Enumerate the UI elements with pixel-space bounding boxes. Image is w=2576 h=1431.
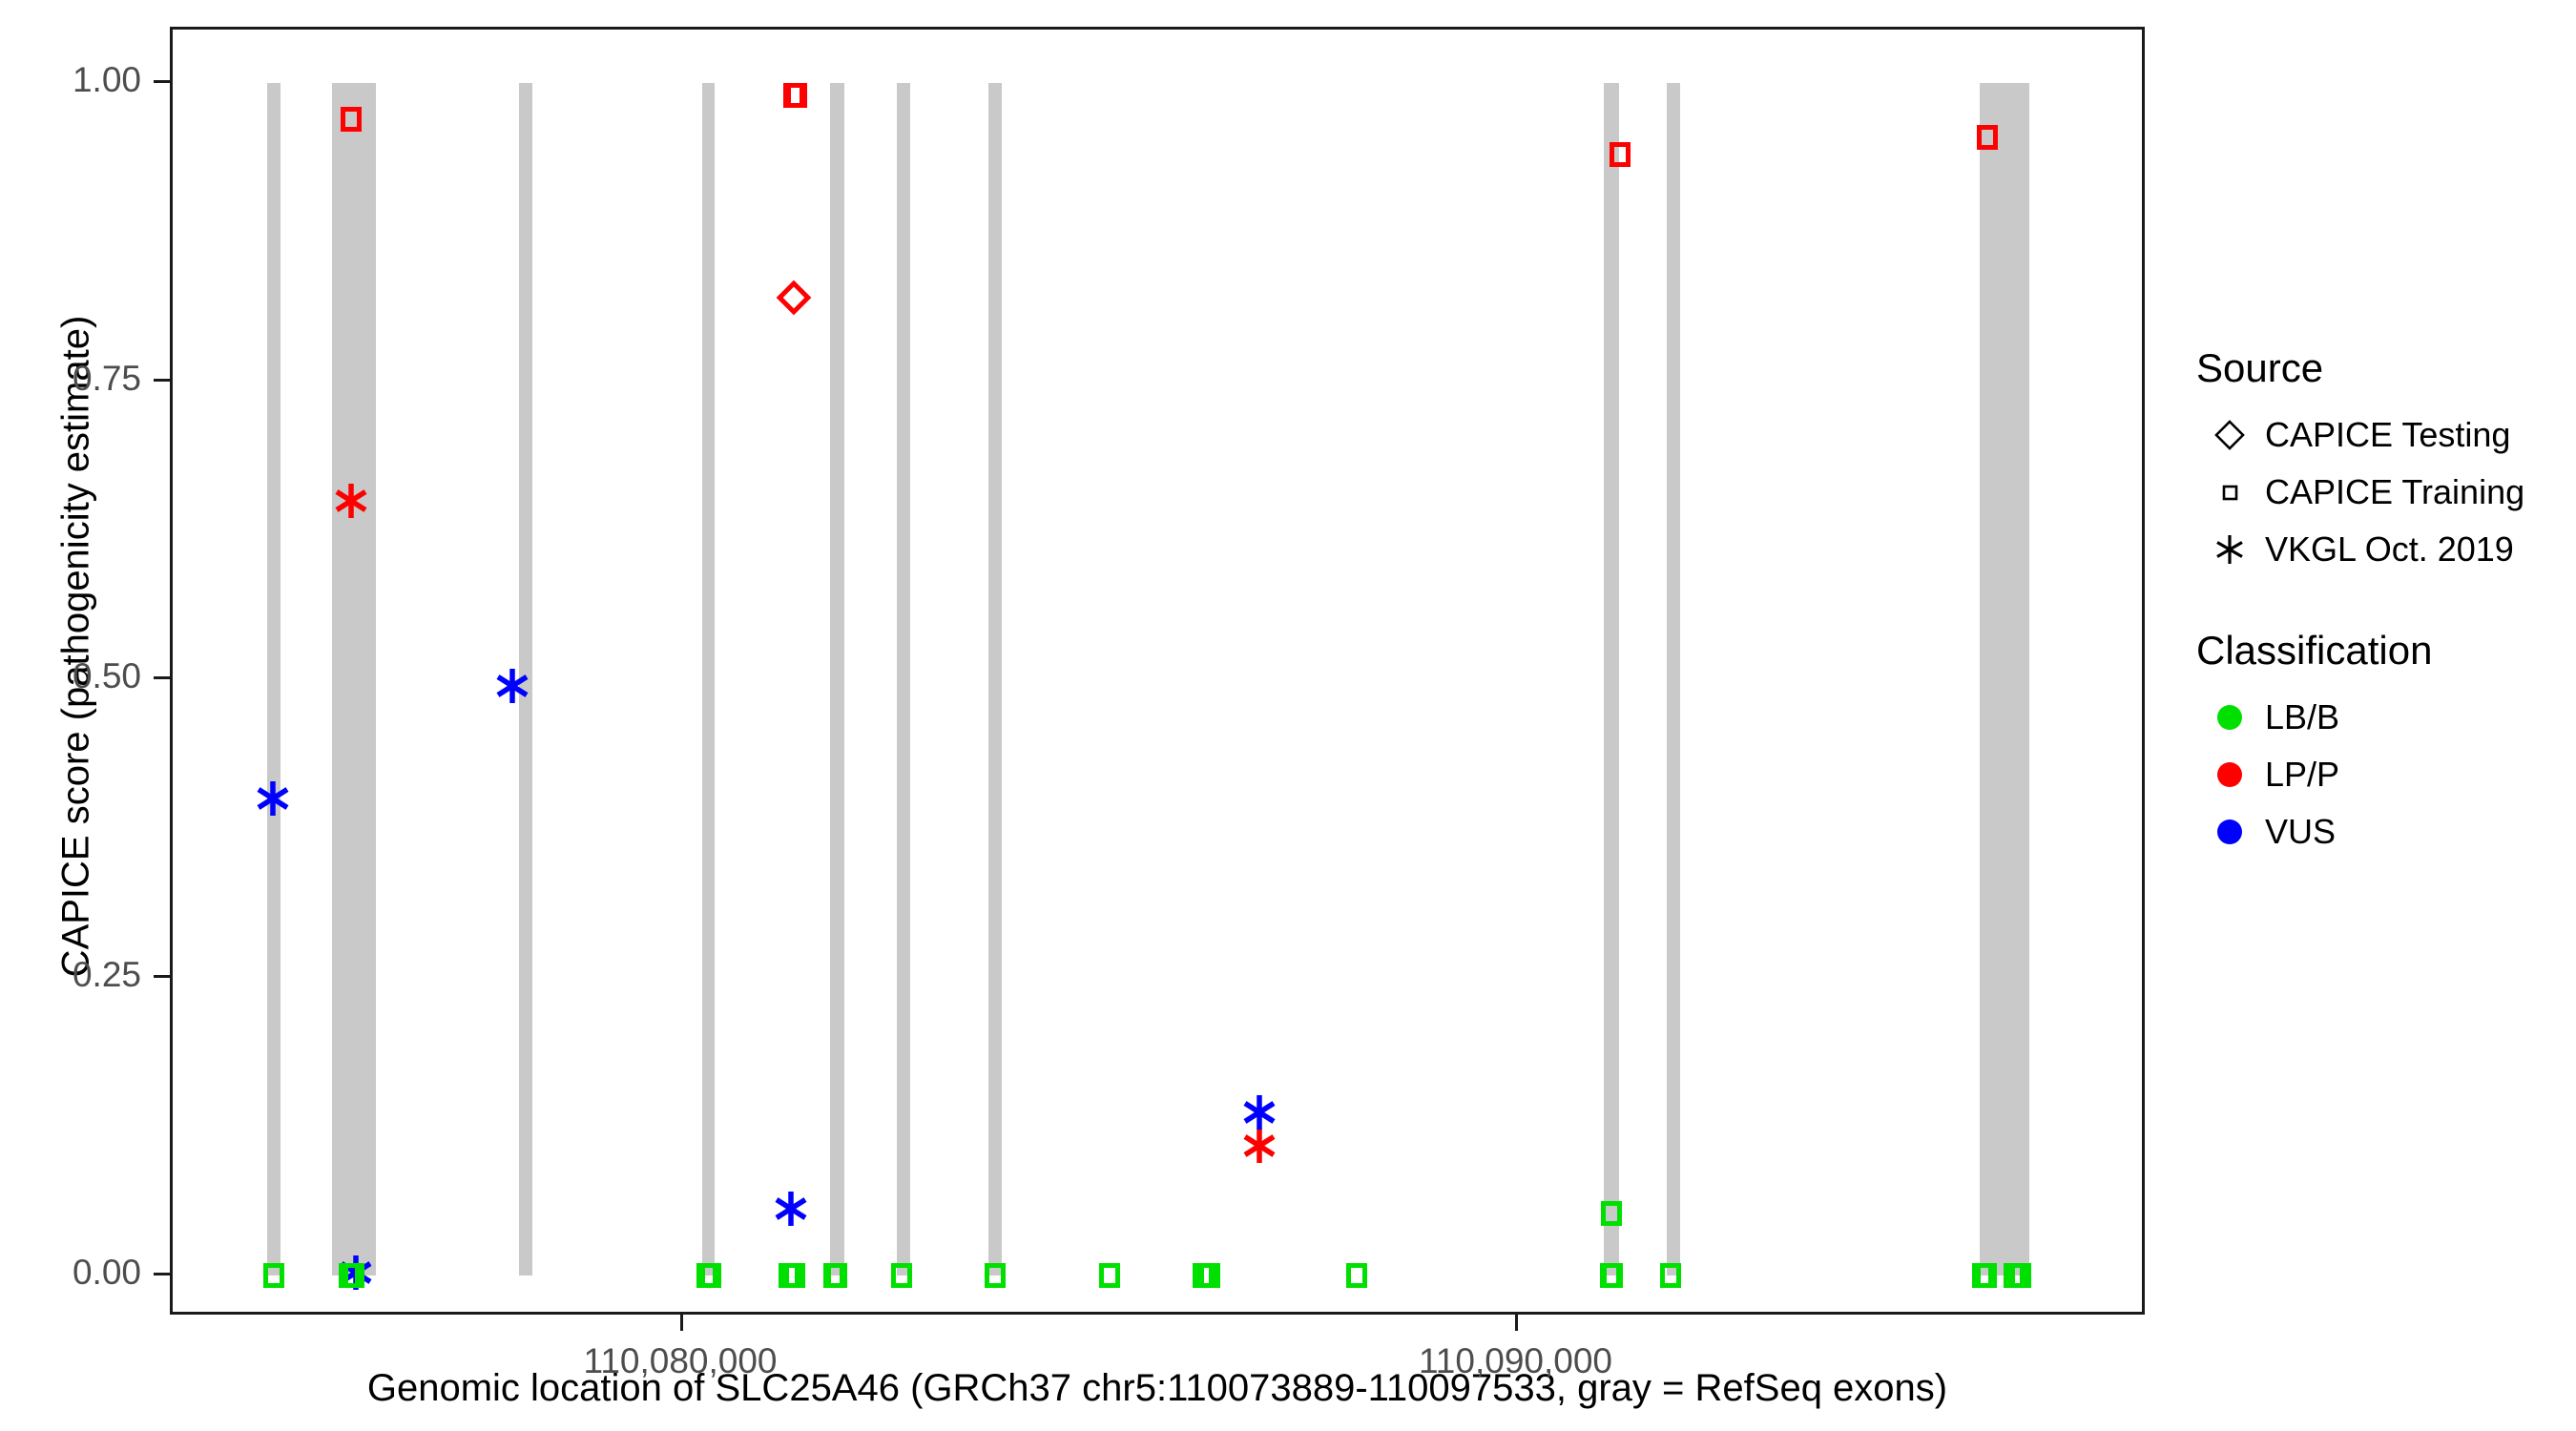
y-axis-tick	[154, 1273, 170, 1276]
filled-circle-icon-vus	[2194, 819, 2265, 844]
x-axis-title: Genomic location of SLC25A46 (GRCh37 chr…	[366, 1367, 1948, 1409]
data-point-asterisk	[493, 665, 531, 707]
data-point-square	[1345, 1263, 1367, 1289]
data-point-square	[1602, 1263, 1624, 1289]
data-point-square	[1199, 1263, 1221, 1289]
legend-item-vus[interactable]: VUS	[2194, 803, 2566, 861]
data-point-square	[699, 1263, 721, 1289]
exon-bar	[1603, 83, 1620, 1276]
data-point-square	[1976, 124, 1998, 150]
data-point-square	[1098, 1263, 1120, 1289]
plot-area	[173, 30, 2142, 1312]
data-point-asterisk	[332, 480, 370, 522]
x-axis-tick	[680, 1315, 683, 1331]
y-axis-tick-label: 0.75	[72, 358, 141, 398]
legend-title-classification: Classification	[2196, 628, 2433, 673]
legend-label-capice-testing: CAPICE Testing	[2265, 415, 2511, 454]
x-axis-tick-label: 110,080,000	[583, 1341, 778, 1380]
y-axis-tick-label: 0.25	[72, 954, 141, 994]
legend-label-vus: VUS	[2265, 812, 2337, 851]
legend: Source CAPICE Testing CAPICE Training	[2194, 345, 2566, 910]
legend-group-classification: Classification LB/B LP/P VUS	[2194, 628, 2566, 861]
data-point-square	[1600, 1201, 1622, 1227]
data-point-square	[784, 1263, 806, 1289]
data-point-diamond	[776, 280, 811, 316]
legend-label-capice-training: CAPICE Training	[2265, 472, 2525, 511]
exon-bar	[830, 83, 844, 1276]
data-point-asterisk	[1240, 1125, 1278, 1167]
data-point-square	[343, 1263, 365, 1289]
legend-title-source: Source	[2196, 345, 2324, 390]
data-point-asterisk	[772, 1188, 810, 1230]
data-point-square	[263, 1263, 285, 1289]
y-axis-tick-label: 0.50	[72, 656, 141, 696]
filled-circle-icon-lpp	[2194, 762, 2265, 787]
asterisk-icon	[2194, 531, 2265, 568]
exon-bar	[702, 83, 716, 1276]
x-axis-tick	[1515, 1315, 1519, 1331]
data-point-square	[826, 1263, 848, 1289]
exon-bar	[988, 83, 1003, 1276]
plot-panel	[170, 27, 2145, 1315]
data-point-square	[891, 1263, 913, 1289]
data-point-asterisk	[1240, 1091, 1278, 1133]
diamond-outline-icon	[2194, 419, 2265, 451]
legend-label-lbb: LB/B	[2265, 697, 2340, 736]
legend-item-vkgl[interactable]: VKGL Oct. 2019	[2194, 521, 2566, 578]
legend-group-source: Source CAPICE Testing CAPICE Training	[2194, 345, 2566, 578]
y-axis-tick-label: 1.00	[72, 60, 141, 100]
legend-label-vkgl: VKGL Oct. 2019	[2265, 529, 2514, 569]
data-point-square	[1975, 1263, 1997, 1289]
legend-item-lbb[interactable]: LB/B	[2194, 689, 2566, 746]
exon-bar	[267, 83, 281, 1276]
filled-circle-icon-lbb	[2194, 705, 2265, 730]
data-point-square	[1659, 1263, 1681, 1289]
x-axis-tick-label: 110,090,000	[1418, 1341, 1612, 1380]
data-point-square	[786, 82, 808, 108]
legend-item-lpp[interactable]: LP/P	[2194, 746, 2566, 803]
legend-item-capice-testing[interactable]: CAPICE Testing	[2194, 406, 2566, 464]
square-outline-icon	[2194, 476, 2265, 508]
y-axis-tick	[154, 378, 170, 382]
legend-label-lpp: LP/P	[2265, 755, 2340, 794]
data-point-square	[341, 106, 363, 132]
y-axis-tick-label: 0.00	[72, 1253, 141, 1293]
data-point-square	[1610, 142, 1631, 168]
data-point-asterisk	[254, 778, 292, 819]
exon-bar	[1667, 83, 1681, 1276]
legend-item-capice-training[interactable]: CAPICE Training	[2194, 464, 2566, 521]
exon-bar	[1979, 83, 2030, 1276]
data-point-square	[2009, 1263, 2031, 1289]
y-axis-tick	[154, 676, 170, 680]
exon-bar	[897, 83, 911, 1276]
data-point-square	[985, 1263, 1007, 1289]
y-axis-tick	[154, 974, 170, 978]
exon-bar	[332, 83, 376, 1276]
y-axis-tick	[154, 80, 170, 84]
